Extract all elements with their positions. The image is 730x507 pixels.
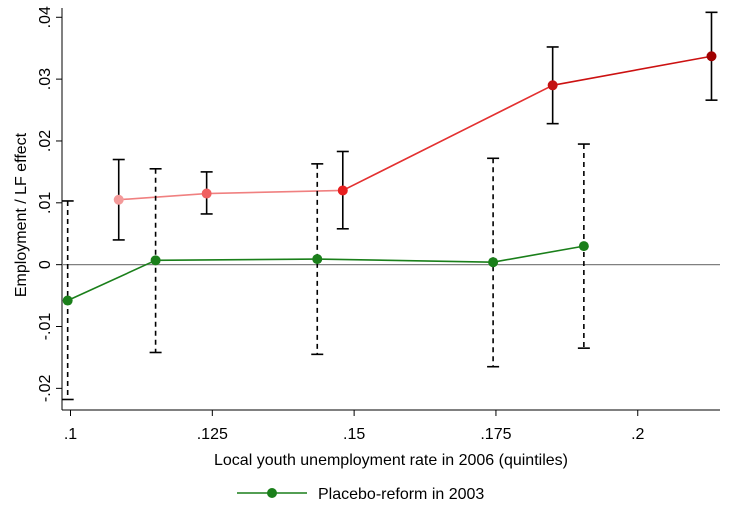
data-point (150, 255, 161, 266)
series-line-segment (552, 55, 712, 87)
axes: .1 .125 .15 .175 .2 -.02 -.01 0 .01 .02 .03 .04 (37, 6, 720, 443)
x-tick-label: .175 (480, 426, 511, 443)
y-tick-label: .02 (37, 130, 54, 152)
chart-marks (61, 11, 718, 401)
data-point (337, 185, 348, 196)
data-point (312, 254, 323, 265)
placebo-series (61, 143, 590, 401)
series-line-segment (67, 259, 156, 302)
y-tick-label: .04 (37, 6, 54, 28)
series-line-segment (118, 192, 207, 201)
legend-marker (267, 488, 277, 498)
data-point (201, 188, 212, 199)
data-point (578, 241, 589, 252)
x-tick-label: .125 (197, 426, 228, 443)
y-tick-label: .01 (37, 192, 54, 214)
y-tick-label: -.02 (37, 374, 54, 402)
series-line-segment (342, 84, 554, 192)
y-tick-label: .03 (37, 68, 54, 90)
main-effect-series (112, 11, 718, 241)
legend-label: Placebo-reform in 2003 (318, 486, 484, 503)
x-tick-label: .15 (343, 426, 365, 443)
y-tick-label: 0 (37, 260, 54, 269)
plot-area (62, 8, 720, 410)
series-line-segment (155, 258, 318, 262)
x-tick-label: .2 (631, 426, 644, 443)
legend: Placebo-reform in 2003 (237, 486, 484, 503)
data-point (706, 51, 717, 62)
x-tick-label: .1 (64, 426, 77, 443)
series-line-segment (206, 189, 343, 195)
data-point (488, 257, 499, 268)
data-point (547, 80, 558, 91)
x-axis-label: Local youth unemployment rate in 2006 (q… (214, 452, 568, 469)
series-line-segment (492, 245, 585, 263)
series-line-segment (317, 258, 494, 263)
y-tick-label: -.01 (37, 313, 54, 341)
y-axis-label: Employment / LF effect (13, 132, 30, 297)
data-point (113, 194, 124, 205)
data-point (62, 295, 73, 306)
